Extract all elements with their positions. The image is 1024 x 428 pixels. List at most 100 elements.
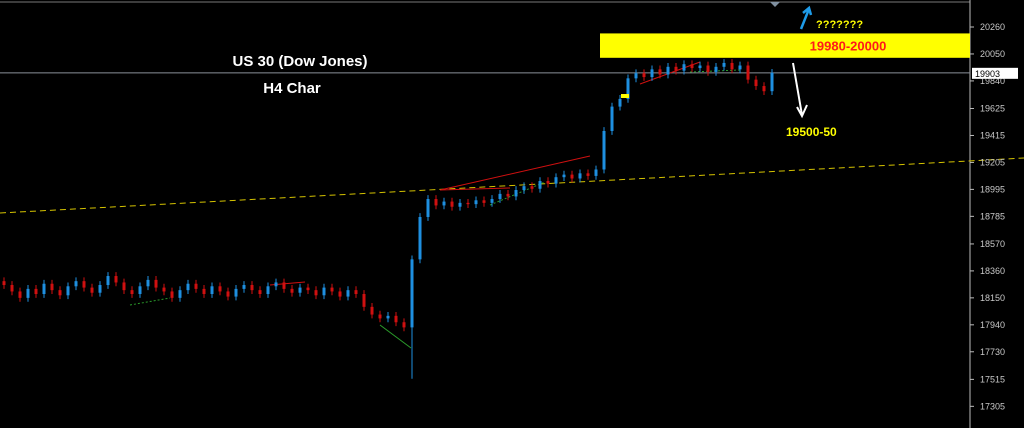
y-tick-label: 17515 xyxy=(980,374,1005,384)
candle-body xyxy=(218,286,222,292)
chart-subtitle: H4 Char xyxy=(263,80,321,97)
candle-body xyxy=(130,290,134,295)
candle-body xyxy=(562,174,566,178)
candle-body xyxy=(106,276,110,286)
y-tick-label: 17730 xyxy=(980,347,1005,357)
candle-body xyxy=(722,62,726,67)
candle-body xyxy=(26,288,30,298)
candle-body xyxy=(474,200,478,205)
candle-body xyxy=(242,285,246,289)
candle-body xyxy=(386,315,390,319)
candle-body xyxy=(154,279,158,288)
question-annotation: ??????? xyxy=(816,19,863,31)
candle-body xyxy=(754,79,758,87)
candle-body xyxy=(186,283,190,291)
candle-body xyxy=(314,290,318,296)
candle-body xyxy=(490,199,494,203)
resistance-zone xyxy=(600,33,970,58)
y-tick-label: 19205 xyxy=(980,157,1005,167)
candle-body xyxy=(234,288,238,297)
candle-body xyxy=(610,106,614,131)
resistance-zone-label: 19980-20000 xyxy=(810,39,887,54)
candle-body xyxy=(378,314,382,319)
candle-body xyxy=(50,283,54,291)
scroll-marker-icon[interactable] xyxy=(770,2,780,7)
candle-body xyxy=(738,65,742,70)
y-tick-label: 18150 xyxy=(980,293,1005,303)
candle-body xyxy=(698,65,702,69)
candle-body xyxy=(570,174,574,179)
candle-body xyxy=(634,73,638,79)
candle-body xyxy=(66,286,70,296)
candle-body xyxy=(482,200,486,203)
candle-body xyxy=(762,86,766,92)
candle-body xyxy=(434,199,438,206)
candle-body xyxy=(594,169,598,176)
candle-body xyxy=(394,315,398,323)
trend-line-green xyxy=(129,297,171,306)
candle-body xyxy=(170,291,174,298)
candle-body xyxy=(250,285,254,291)
y-tick-label: 18995 xyxy=(980,184,1005,194)
trend-line-red xyxy=(439,155,591,191)
current-price-box xyxy=(972,67,1018,79)
candle-body xyxy=(18,291,22,298)
y-tick-label: 18570 xyxy=(980,239,1005,249)
candle-body xyxy=(362,294,366,307)
candle-body xyxy=(650,69,654,78)
y-tick-label: 17305 xyxy=(980,401,1005,411)
candle-body xyxy=(266,286,270,295)
candle-body xyxy=(2,281,6,286)
current-price-label: 19903 xyxy=(975,69,1000,79)
candle-body xyxy=(522,186,526,191)
candle-body xyxy=(410,259,414,328)
y-tick-label: 19840 xyxy=(980,76,1005,86)
candle-body xyxy=(162,287,166,292)
candle-body xyxy=(210,286,214,295)
y-tick-label: 18785 xyxy=(980,211,1005,221)
candle-body xyxy=(338,291,342,297)
candle-body xyxy=(354,290,358,295)
y-tick-label: 19415 xyxy=(980,130,1005,140)
candle-body xyxy=(626,78,630,99)
candles xyxy=(2,59,774,379)
candle-body xyxy=(10,285,14,292)
candle-body xyxy=(442,201,446,206)
candle-body xyxy=(90,287,94,293)
price-axis: 20260 20050 19840 19625 19415 19205 18995 18785… xyxy=(970,22,1005,411)
candle-body xyxy=(330,287,334,292)
candle-body xyxy=(322,287,326,296)
candle-body xyxy=(426,199,430,217)
candle-body xyxy=(554,177,558,184)
candle-body xyxy=(290,288,294,293)
y-tick-label: 20050 xyxy=(980,49,1005,59)
candle-body xyxy=(642,73,646,78)
candle-body xyxy=(458,202,462,207)
candle-body xyxy=(202,288,206,295)
target-annotation: 19500-50 xyxy=(786,125,837,139)
candle-body xyxy=(578,173,582,179)
candle-body xyxy=(98,285,102,293)
candle-body xyxy=(658,69,662,75)
candle-body xyxy=(122,282,126,291)
candle-body xyxy=(706,65,710,72)
candle-body xyxy=(42,283,46,295)
candle-body xyxy=(498,193,502,200)
candle-body xyxy=(402,322,406,328)
y-tick-label: 20260 xyxy=(980,22,1005,32)
y-tick-label: 19625 xyxy=(980,104,1005,114)
trend-line-dashed xyxy=(0,157,1024,214)
candle-body xyxy=(346,290,350,297)
candle-body xyxy=(466,202,470,205)
candle-body xyxy=(226,291,230,297)
y-tick-label: 17940 xyxy=(980,320,1005,330)
candle-body xyxy=(690,64,694,69)
trend-line-green xyxy=(379,324,412,349)
candle-body xyxy=(82,281,86,288)
candle-body xyxy=(418,216,422,260)
candle-body xyxy=(178,290,182,298)
candle-body xyxy=(74,281,78,287)
candle-body xyxy=(618,98,622,107)
candle-body xyxy=(34,288,38,295)
